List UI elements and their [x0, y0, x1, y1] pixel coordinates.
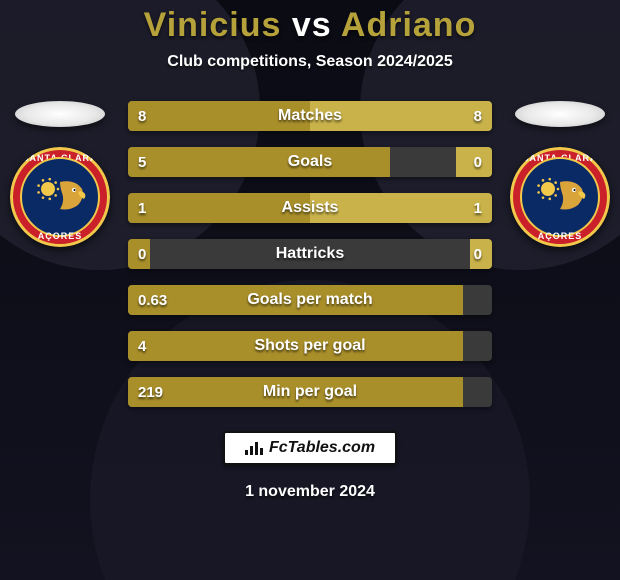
bar-left-fill [128, 285, 463, 315]
right-side: SANTA CLARA AÇORES [500, 101, 620, 247]
comparison-panel: SANTA CLARA AÇORES 88Matches 50Goals 11Ass… [0, 101, 620, 407]
subtitle: Club competitions, Season 2024/2025 [167, 53, 452, 71]
badge-inner [520, 157, 600, 237]
left-side: SANTA CLARA AÇORES [0, 101, 120, 247]
page-title: Vinicius vs Adriano [144, 6, 477, 45]
bar-left-fill [128, 193, 310, 223]
bar-left-fill [128, 101, 310, 131]
stat-row-hattricks: 00Hattricks [128, 239, 492, 269]
stat-row-matches: 88Matches [128, 101, 492, 131]
stats-bars: 88Matches 50Goals 11Assists 00Hattricks 0.63… [120, 101, 500, 407]
title-vs: vs [292, 6, 332, 44]
bar-right-fill [310, 193, 492, 223]
stat-row-goals: 50Goals [128, 147, 492, 177]
bar-chart-icon [245, 441, 263, 455]
stat-row-shots-per-goal: 4Shots per goal [128, 331, 492, 361]
badge-inner [20, 157, 100, 237]
bar-right-fill [470, 239, 492, 269]
stat-row-min-per-goal: 219Min per goal [128, 377, 492, 407]
badge-bottom-text: AÇORES [10, 231, 110, 241]
badge-bottom-text: AÇORES [510, 231, 610, 241]
player1-silhouette [15, 101, 105, 127]
title-player1: Vinicius [144, 6, 282, 44]
bar-left-fill [128, 331, 463, 361]
eagle-icon [30, 167, 90, 227]
bar-track [128, 239, 492, 269]
stat-row-assists: 11Assists [128, 193, 492, 223]
bar-right-fill [310, 101, 492, 131]
eagle-icon [530, 167, 590, 227]
bar-left-fill [128, 377, 463, 407]
bar-left-fill [128, 239, 150, 269]
stat-row-goals-per-match: 0.63Goals per match [128, 285, 492, 315]
date-text: 1 november 2024 [245, 483, 375, 501]
bar-left-fill [128, 147, 390, 177]
player2-club-badge: SANTA CLARA AÇORES [510, 147, 610, 247]
bar-right-fill [456, 147, 492, 177]
source-badge: FcTables.com [223, 431, 397, 465]
player1-club-badge: SANTA CLARA AÇORES [10, 147, 110, 247]
player2-silhouette [515, 101, 605, 127]
source-text: FcTables.com [269, 439, 375, 457]
title-player2: Adriano [341, 6, 476, 44]
